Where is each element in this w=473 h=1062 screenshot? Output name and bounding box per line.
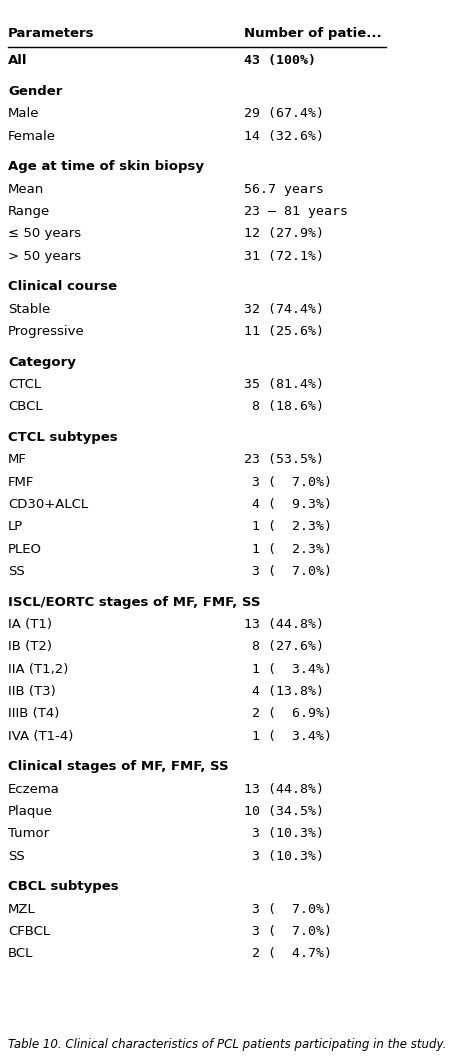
Text: Mean: Mean	[8, 183, 44, 195]
Text: LP: LP	[8, 520, 23, 533]
Text: 8 (18.6%): 8 (18.6%)	[244, 400, 324, 413]
Text: SS: SS	[8, 565, 25, 578]
Text: Progressive: Progressive	[8, 325, 85, 338]
Text: 3 (10.3%): 3 (10.3%)	[244, 850, 324, 862]
Text: ≤ 50 years: ≤ 50 years	[8, 227, 81, 240]
Text: 3 (  7.0%): 3 ( 7.0%)	[244, 903, 332, 915]
Text: PLEO: PLEO	[8, 543, 42, 555]
Text: 8 (27.6%): 8 (27.6%)	[244, 640, 324, 653]
Text: Clinical course: Clinical course	[8, 280, 117, 293]
Text: IIB (T3): IIB (T3)	[8, 685, 56, 698]
Text: 11 (25.6%): 11 (25.6%)	[244, 325, 324, 338]
Text: Plaque: Plaque	[8, 805, 53, 818]
Text: 43 (100%): 43 (100%)	[244, 54, 316, 67]
Text: IIIB (T4): IIIB (T4)	[8, 707, 59, 720]
Text: IIA (T1,2): IIA (T1,2)	[8, 663, 68, 675]
Text: Female: Female	[8, 130, 56, 142]
Text: Male: Male	[8, 107, 39, 120]
Text: Gender: Gender	[8, 85, 62, 98]
Text: IVA (T1-4): IVA (T1-4)	[8, 730, 73, 742]
Text: 2 (  6.9%): 2 ( 6.9%)	[244, 707, 332, 720]
Text: CBCL subtypes: CBCL subtypes	[8, 880, 119, 893]
Text: 29 (67.4%): 29 (67.4%)	[244, 107, 324, 120]
Text: 32 (74.4%): 32 (74.4%)	[244, 303, 324, 315]
Text: 1 (  2.3%): 1 ( 2.3%)	[244, 543, 332, 555]
Text: 1 (  3.4%): 1 ( 3.4%)	[244, 663, 332, 675]
Text: 1 (  2.3%): 1 ( 2.3%)	[244, 520, 332, 533]
Text: Clinical stages of MF, FMF, SS: Clinical stages of MF, FMF, SS	[8, 760, 228, 773]
Text: 23 (53.5%): 23 (53.5%)	[244, 453, 324, 466]
Text: 13 (44.8%): 13 (44.8%)	[244, 783, 324, 795]
Text: Eczema: Eczema	[8, 783, 60, 795]
Text: Age at time of skin biopsy: Age at time of skin biopsy	[8, 160, 204, 173]
Text: Range: Range	[8, 205, 50, 218]
Text: 3 (10.3%): 3 (10.3%)	[244, 827, 324, 840]
Text: 31 (72.1%): 31 (72.1%)	[244, 250, 324, 262]
Text: MZL: MZL	[8, 903, 35, 915]
Text: 4 (13.8%): 4 (13.8%)	[244, 685, 324, 698]
Text: Table 10. Clinical characteristics of PCL patients participating in the study.: Table 10. Clinical characteristics of PC…	[8, 1039, 446, 1051]
Text: CTCL subtypes: CTCL subtypes	[8, 431, 117, 444]
Text: All: All	[8, 54, 27, 67]
Text: 4 (  9.3%): 4 ( 9.3%)	[244, 498, 332, 511]
Text: Category: Category	[8, 356, 76, 369]
Text: 23 – 81 years: 23 – 81 years	[244, 205, 348, 218]
Text: ISCL/EORTC stages of MF, FMF, SS: ISCL/EORTC stages of MF, FMF, SS	[8, 596, 260, 609]
Text: Number of patie...: Number of patie...	[244, 27, 382, 39]
Text: 13 (44.8%): 13 (44.8%)	[244, 618, 324, 631]
Text: Stable: Stable	[8, 303, 50, 315]
Text: 56.7 years: 56.7 years	[244, 183, 324, 195]
Text: 3 (  7.0%): 3 ( 7.0%)	[244, 925, 332, 938]
Text: IA (T1): IA (T1)	[8, 618, 52, 631]
Text: SS: SS	[8, 850, 25, 862]
Text: IB (T2): IB (T2)	[8, 640, 52, 653]
Text: 1 (  3.4%): 1 ( 3.4%)	[244, 730, 332, 742]
Text: CFBCL: CFBCL	[8, 925, 50, 938]
Text: CTCL: CTCL	[8, 378, 41, 391]
Text: 3 (  7.0%): 3 ( 7.0%)	[244, 565, 332, 578]
Text: Parameters: Parameters	[8, 27, 95, 39]
Text: 35 (81.4%): 35 (81.4%)	[244, 378, 324, 391]
Text: MF: MF	[8, 453, 27, 466]
Text: CBCL: CBCL	[8, 400, 43, 413]
Text: 10 (34.5%): 10 (34.5%)	[244, 805, 324, 818]
Text: Tumor: Tumor	[8, 827, 49, 840]
Text: FMF: FMF	[8, 476, 34, 489]
Text: 2 (  4.7%): 2 ( 4.7%)	[244, 947, 332, 960]
Text: BCL: BCL	[8, 947, 33, 960]
Text: > 50 years: > 50 years	[8, 250, 81, 262]
Text: CD30+ALCL: CD30+ALCL	[8, 498, 88, 511]
Text: 14 (32.6%): 14 (32.6%)	[244, 130, 324, 142]
Text: 12 (27.9%): 12 (27.9%)	[244, 227, 324, 240]
Text: 3 (  7.0%): 3 ( 7.0%)	[244, 476, 332, 489]
